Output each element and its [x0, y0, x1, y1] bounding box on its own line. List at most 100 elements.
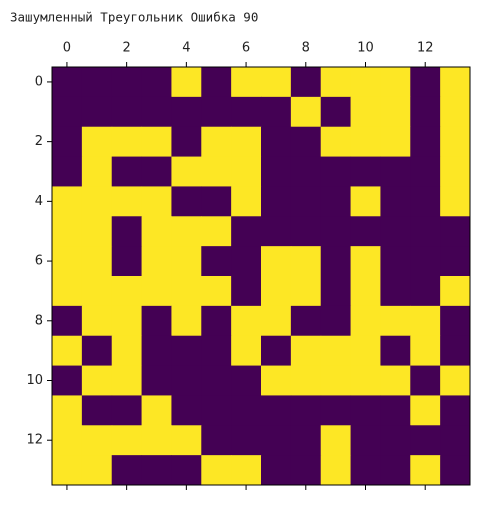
- cell: [440, 365, 471, 396]
- cell: [201, 365, 232, 396]
- cell: [380, 305, 411, 337]
- cell: [111, 246, 143, 277]
- cell: [201, 305, 232, 337]
- cell: [320, 246, 352, 277]
- cell: [231, 305, 262, 337]
- y-tick-label: 4: [35, 194, 43, 209]
- cell: [440, 96, 471, 128]
- cell: [440, 186, 471, 217]
- cell: [201, 395, 232, 426]
- cell: [350, 96, 381, 128]
- cell: [52, 186, 83, 217]
- cell: [231, 216, 262, 247]
- cell: [201, 455, 232, 486]
- cell: [52, 335, 83, 367]
- cell: [231, 96, 262, 128]
- cell: [261, 276, 292, 307]
- cell: [320, 365, 352, 396]
- cell: [141, 276, 172, 307]
- cell: [440, 67, 471, 98]
- cell: [52, 216, 83, 247]
- cell: [320, 335, 352, 367]
- cell: [52, 96, 83, 128]
- cell: [261, 216, 292, 247]
- cell: [320, 425, 352, 456]
- cell: [141, 335, 172, 367]
- chart-title: Зашумленный Треугольник Ошибка 90: [10, 10, 258, 25]
- cell: [111, 156, 143, 187]
- cell: [52, 395, 83, 426]
- cell: [320, 67, 352, 98]
- cell: [440, 335, 471, 367]
- cell: [171, 126, 202, 158]
- cell: [290, 305, 322, 337]
- cell: [290, 365, 322, 396]
- cell: [380, 455, 411, 486]
- cell: [380, 186, 411, 217]
- cell: [171, 455, 202, 486]
- cell: [261, 96, 292, 128]
- cell: [141, 216, 172, 247]
- cell: [350, 67, 381, 98]
- cell: [231, 67, 262, 98]
- cell: [380, 156, 411, 187]
- cell: [201, 67, 232, 98]
- cell: [201, 216, 232, 247]
- cell: [141, 455, 172, 486]
- cell: [141, 305, 172, 337]
- cell: [81, 216, 113, 247]
- cell: [410, 186, 441, 217]
- cell: [141, 365, 172, 396]
- cell: [380, 365, 411, 396]
- cell: [261, 126, 292, 158]
- cell: [171, 365, 202, 396]
- cell: [52, 455, 83, 486]
- cell: [81, 365, 113, 396]
- cell: [350, 186, 381, 217]
- cell: [111, 365, 143, 396]
- cell: [171, 276, 202, 307]
- cell: [290, 395, 322, 426]
- cell: [350, 246, 381, 277]
- cell: [410, 216, 441, 247]
- cell: [410, 96, 441, 128]
- cell: [141, 67, 172, 98]
- cell: [52, 305, 83, 337]
- cell: [290, 335, 322, 367]
- cell: [320, 395, 352, 426]
- cell: [320, 216, 352, 247]
- cell: [81, 305, 113, 337]
- cell: [231, 246, 262, 277]
- cell: [141, 186, 172, 217]
- cell: [350, 276, 381, 307]
- cell: [81, 246, 113, 277]
- cell: [81, 395, 113, 426]
- cell: [231, 126, 262, 158]
- y-tick-label: 6: [35, 254, 43, 269]
- cell: [81, 156, 113, 187]
- y-tick-label: 12: [26, 433, 43, 448]
- cell: [320, 186, 352, 217]
- y-tick-label: 2: [35, 134, 43, 149]
- cell: [410, 156, 441, 187]
- cell: [320, 455, 352, 486]
- cell: [111, 126, 143, 158]
- cell: [201, 425, 232, 456]
- cell: [410, 425, 441, 456]
- cell: [261, 335, 292, 367]
- cell: [410, 67, 441, 98]
- cell: [111, 455, 143, 486]
- cell: [290, 246, 322, 277]
- cell: [231, 335, 262, 367]
- cell: [201, 96, 232, 128]
- cell: [81, 126, 113, 158]
- cell: [111, 216, 143, 247]
- cell: [261, 156, 292, 187]
- cell: [52, 126, 83, 158]
- cell: [261, 305, 292, 337]
- cell: [410, 365, 441, 396]
- cell: [171, 305, 202, 337]
- cell: [141, 425, 172, 456]
- cell: [350, 335, 381, 367]
